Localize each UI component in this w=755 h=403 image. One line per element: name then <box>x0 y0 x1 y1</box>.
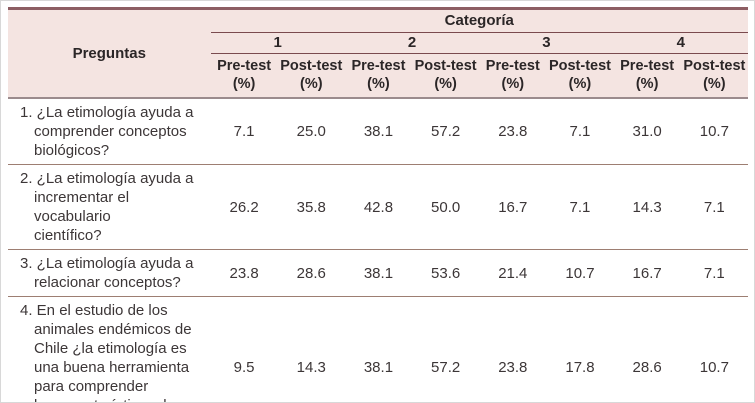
preguntas-header: Preguntas <box>8 8 211 99</box>
value-cell: 23.8 <box>210 249 278 297</box>
category-1-header: 1 <box>210 32 345 54</box>
value-cell: 23.8 <box>479 98 547 165</box>
value-cell: 25.0 <box>277 98 345 165</box>
value-cell: 7.1 <box>680 164 748 250</box>
value-cell: 53.6 <box>412 249 480 297</box>
results-table: Preguntas Categoría 1 2 3 4 Pre-test (%) … <box>8 7 748 402</box>
value-cell: 57.2 <box>412 98 480 165</box>
categoria-header: Categoría <box>210 8 748 33</box>
value-cell: 38.1 <box>344 98 413 165</box>
pretest-header-2: Pre-test (%) <box>344 53 413 99</box>
value-cell: 14.3 <box>613 164 681 250</box>
percent-label: (%) <box>299 76 323 92</box>
header-row-tests: Pre-test (%) Post-test (%) Pre-test (%) Pos… <box>8 53 748 99</box>
pretest-header-4: Pre-test (%) <box>613 53 681 99</box>
pretest-label: Pre-test <box>351 58 406 74</box>
pretest-header-3: Pre-test (%) <box>479 53 547 99</box>
value-cell: 21.4 <box>479 249 547 297</box>
pretest-header-1: Pre-test (%) <box>210 53 278 99</box>
category-2-header: 2 <box>344 32 480 54</box>
percent-label: (%) <box>501 76 525 92</box>
value-cell: 10.7 <box>680 296 748 402</box>
table-header: Preguntas Categoría 1 2 3 4 Pre-test (%) … <box>8 8 748 99</box>
value-cell: 16.7 <box>613 249 681 297</box>
table-row: 3. ¿La etimología ayuda a relacionar con… <box>8 249 748 297</box>
percent-label: (%) <box>367 76 390 92</box>
value-cell: 57.2 <box>412 296 480 402</box>
value-cell: 31.0 <box>613 98 681 165</box>
question-cell: 1. ¿La etimología ayuda a comprender con… <box>8 98 211 165</box>
question-cell: 2. ¿La etimología ayuda a incrementar el… <box>8 164 211 250</box>
value-cell: 50.0 <box>412 164 480 250</box>
question-cell: 3. ¿La etimología ayuda a relacionar con… <box>8 249 211 297</box>
posttest-header-2: Post-test (%) <box>412 53 480 99</box>
percent-label: (%) <box>232 76 256 92</box>
posttest-label: Post-test <box>683 58 746 74</box>
value-cell: 42.8 <box>344 164 413 250</box>
value-cell: 28.6 <box>613 296 681 402</box>
header-row-categoria: Preguntas Categoría <box>8 8 748 99</box>
percent-label: (%) <box>434 76 457 92</box>
value-cell: 16.7 <box>479 164 547 250</box>
pretest-label: Pre-test <box>485 58 540 74</box>
value-cell: 7.1 <box>210 98 278 165</box>
value-cell: 38.1 <box>344 249 413 297</box>
category-4-header: 4 <box>613 32 748 54</box>
table-row: 4. En el estudio de los animales endémic… <box>8 296 748 402</box>
table-row: 1. ¿La etimología ayuda a comprender con… <box>8 98 748 165</box>
value-cell: 17.8 <box>546 296 614 402</box>
posttest-label: Post-test <box>414 58 477 74</box>
posttest-header-3: Post-test (%) <box>546 53 614 99</box>
value-cell: 14.3 <box>277 296 345 402</box>
value-cell: 10.7 <box>546 249 614 297</box>
value-cell: 7.1 <box>546 98 614 165</box>
table-row: 2. ¿La etimología ayuda a incrementar el… <box>8 164 748 250</box>
value-cell: 38.1 <box>344 296 413 402</box>
value-cell: 26.2 <box>210 164 278 250</box>
posttest-label: Post-test <box>548 58 611 74</box>
pretest-label: Pre-test <box>217 58 272 74</box>
value-cell: 35.8 <box>277 164 345 250</box>
table-body: 1. ¿La etimología ayuda a comprender con… <box>8 98 748 402</box>
value-cell: 28.6 <box>277 249 345 297</box>
value-cell: 10.7 <box>680 98 748 165</box>
value-cell: 7.1 <box>680 249 748 297</box>
percent-label: (%) <box>568 76 592 92</box>
value-cell: 23.8 <box>479 296 547 402</box>
posttest-label: Post-test <box>280 58 343 74</box>
posttest-header-4: Post-test (%) <box>680 53 748 99</box>
category-3-header: 3 <box>479 32 614 54</box>
pretest-label: Pre-test <box>620 58 675 74</box>
value-cell: 7.1 <box>546 164 614 250</box>
value-cell: 9.5 <box>210 296 278 402</box>
header-row-groups: 1 2 3 4 <box>8 32 748 54</box>
posttest-header-1: Post-test (%) <box>277 53 345 99</box>
percent-label: (%) <box>703 76 726 92</box>
percent-label: (%) <box>635 76 659 92</box>
question-cell: 4. En el estudio de los animales endémic… <box>8 296 211 402</box>
